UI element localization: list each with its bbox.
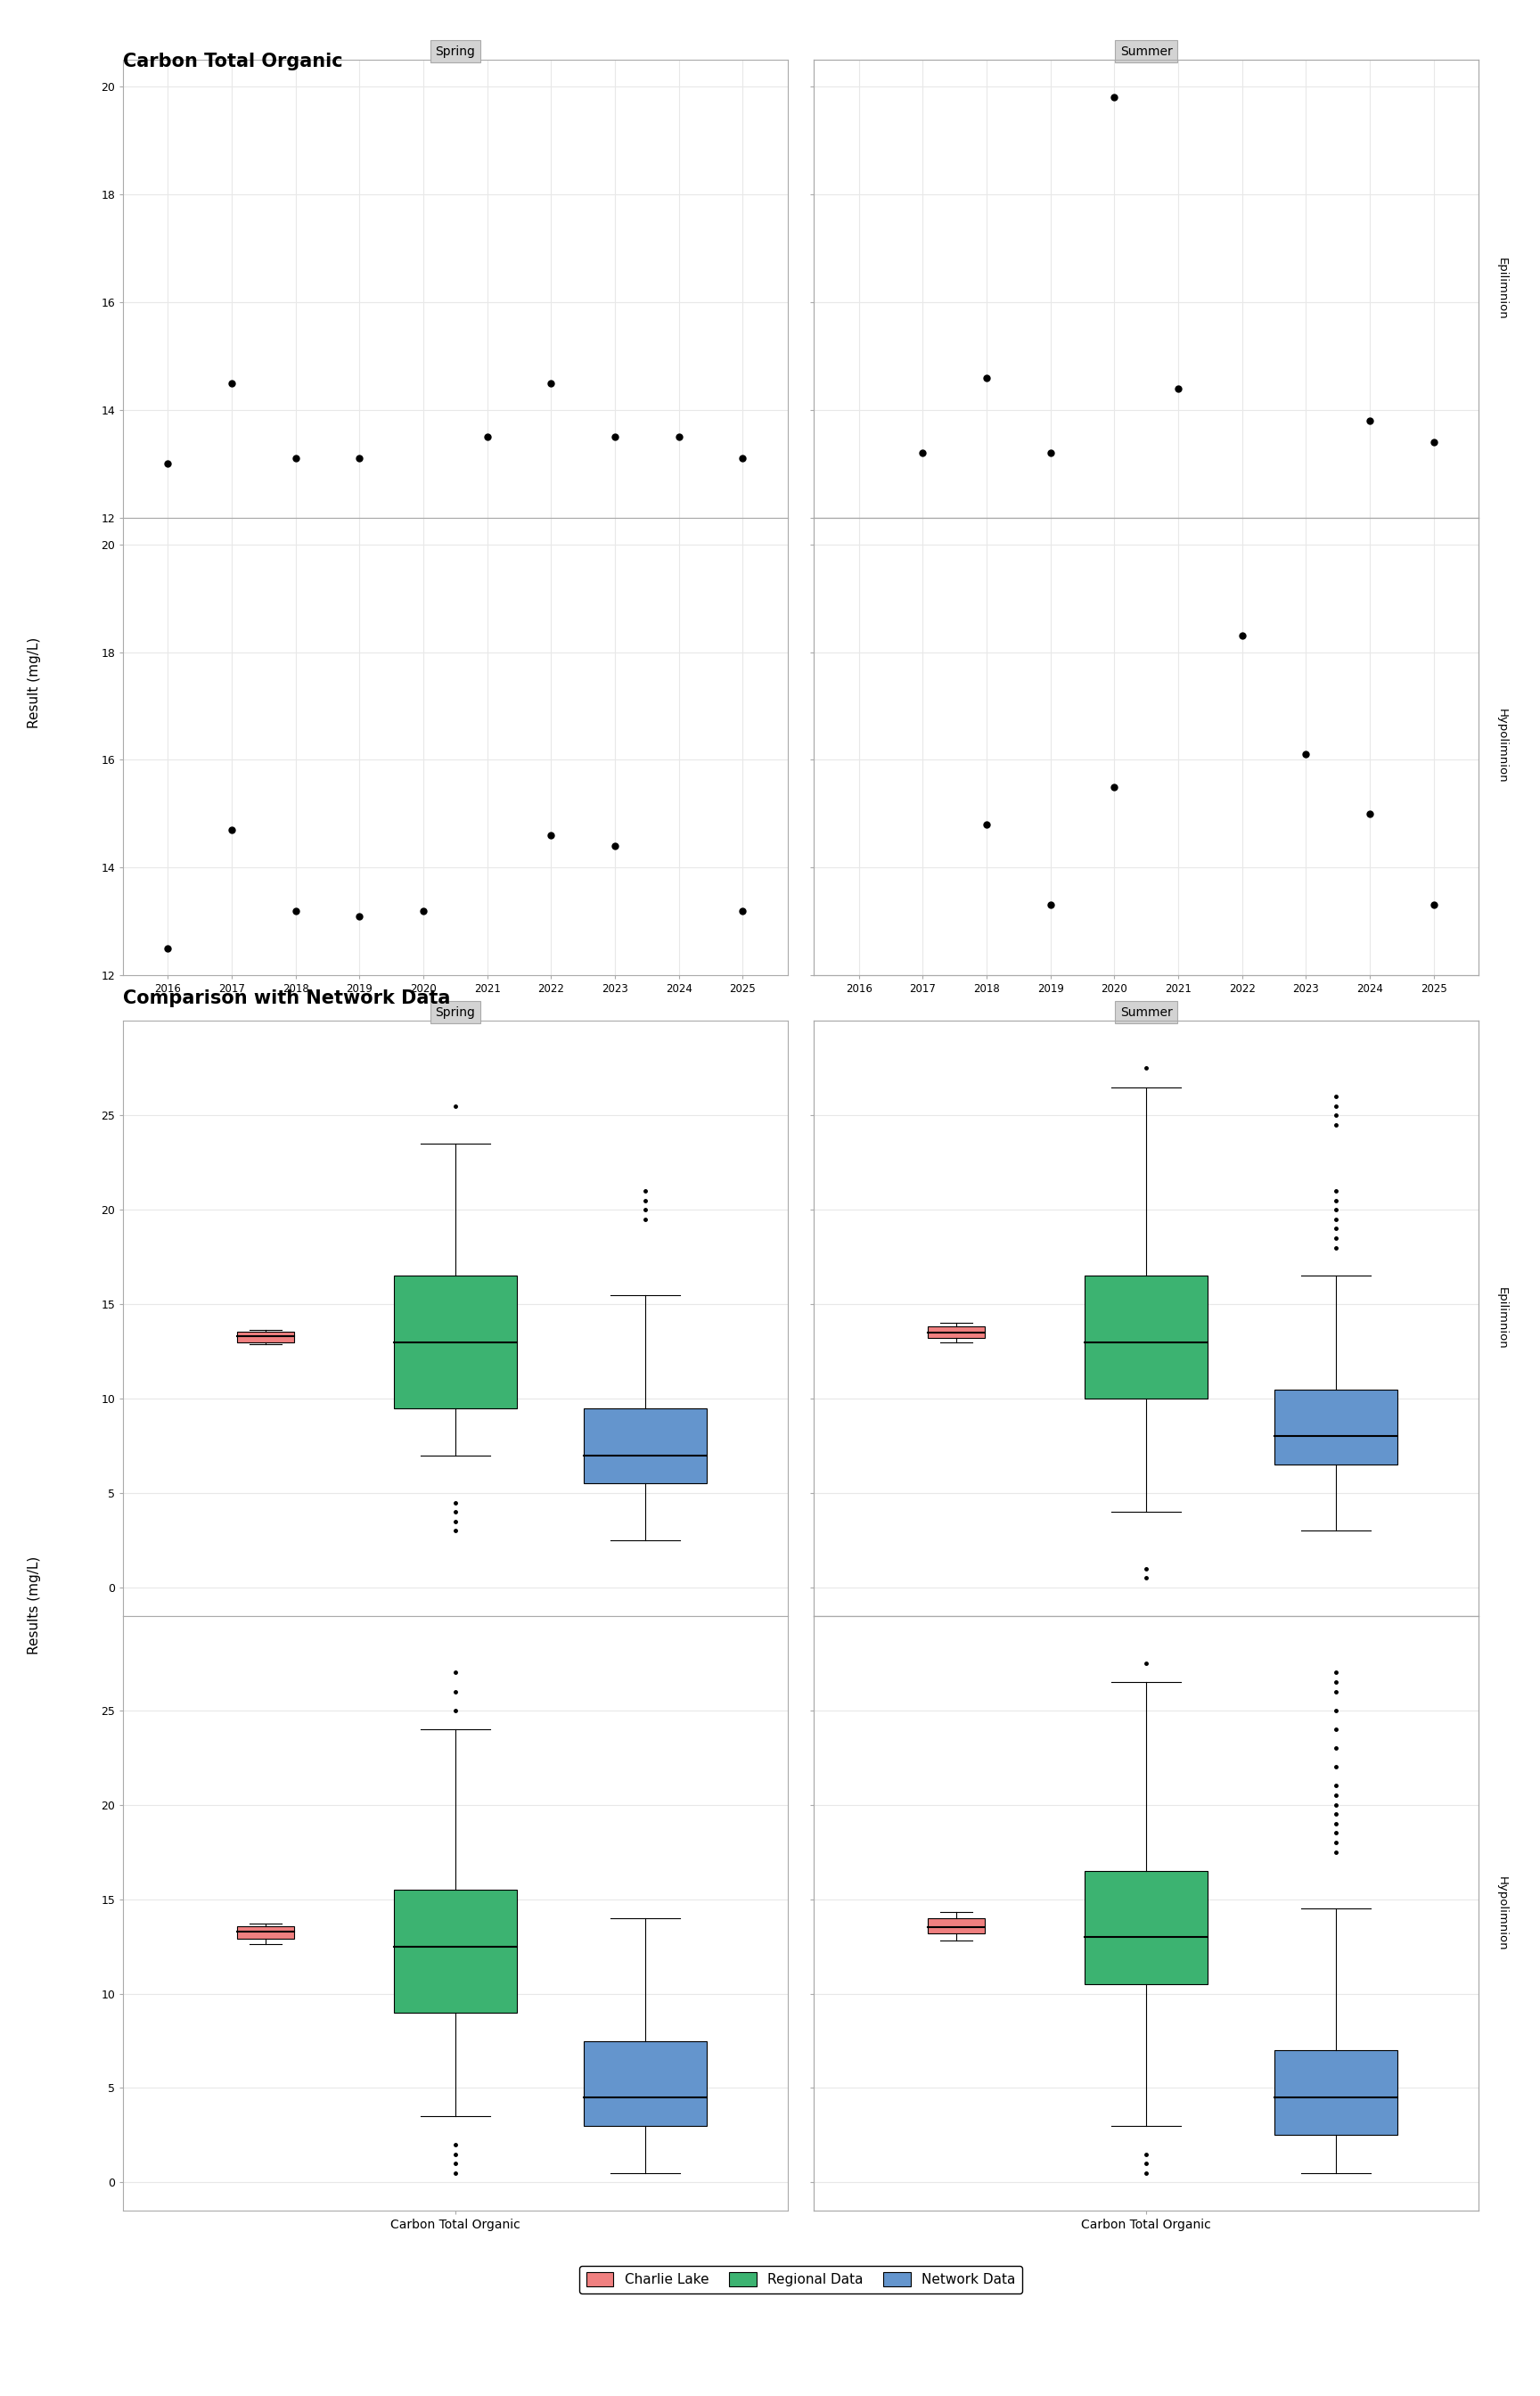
Text: Comparison with Network Data: Comparison with Network Data <box>123 990 451 1006</box>
Point <box>346 438 371 477</box>
Point <box>411 891 436 930</box>
Bar <box>237 1926 294 1938</box>
Point <box>156 930 180 968</box>
Point <box>1421 424 1446 462</box>
Point <box>220 364 245 403</box>
Y-axis label: Epilimnion: Epilimnion <box>1495 259 1508 319</box>
Y-axis label: Hypolimnion: Hypolimnion <box>1495 1876 1508 1950</box>
Title: Summer: Summer <box>1120 1006 1172 1018</box>
Point <box>602 827 627 865</box>
Text: Results (mg/L): Results (mg/L) <box>28 1555 40 1656</box>
Bar <box>237 1332 294 1342</box>
Bar <box>584 1409 707 1483</box>
Point <box>283 438 308 477</box>
Point <box>975 805 999 843</box>
Point <box>1038 887 1063 925</box>
Point <box>474 417 499 455</box>
Point <box>1357 795 1381 834</box>
Point <box>539 364 564 403</box>
Point <box>539 817 564 855</box>
Point <box>220 810 245 848</box>
Point <box>730 438 755 477</box>
Point <box>1103 79 1127 117</box>
Point <box>1166 369 1190 407</box>
Point <box>1230 616 1255 654</box>
Point <box>156 446 180 484</box>
Point <box>346 896 371 934</box>
Bar <box>394 1277 517 1409</box>
Y-axis label: Hypolimnion: Hypolimnion <box>1495 709 1508 783</box>
Point <box>283 891 308 930</box>
Point <box>1421 887 1446 925</box>
Point <box>975 359 999 398</box>
Bar <box>394 1890 517 2013</box>
Y-axis label: Epilimnion: Epilimnion <box>1495 1287 1508 1349</box>
Point <box>730 891 755 930</box>
Point <box>1103 767 1127 805</box>
Point <box>1294 736 1318 774</box>
Bar <box>1275 2051 1398 2135</box>
Text: Result (mg/L): Result (mg/L) <box>28 637 40 728</box>
Bar <box>1084 1277 1207 1399</box>
Point <box>602 417 627 455</box>
Bar <box>1275 1390 1398 1464</box>
Title: Summer: Summer <box>1120 46 1172 58</box>
Point <box>910 434 935 472</box>
Bar <box>929 1325 986 1339</box>
Text: Carbon Total Organic: Carbon Total Organic <box>123 53 343 69</box>
Point <box>1038 434 1063 472</box>
Title: Spring: Spring <box>436 46 476 58</box>
Bar <box>584 2041 707 2125</box>
Point <box>667 417 691 455</box>
Bar <box>1084 1871 1207 1984</box>
Title: Spring: Spring <box>436 1006 476 1018</box>
Bar <box>929 1919 986 1934</box>
Legend: Charlie Lake, Regional Data, Network Data: Charlie Lake, Regional Data, Network Dat… <box>579 2267 1023 2293</box>
Point <box>1357 403 1381 441</box>
